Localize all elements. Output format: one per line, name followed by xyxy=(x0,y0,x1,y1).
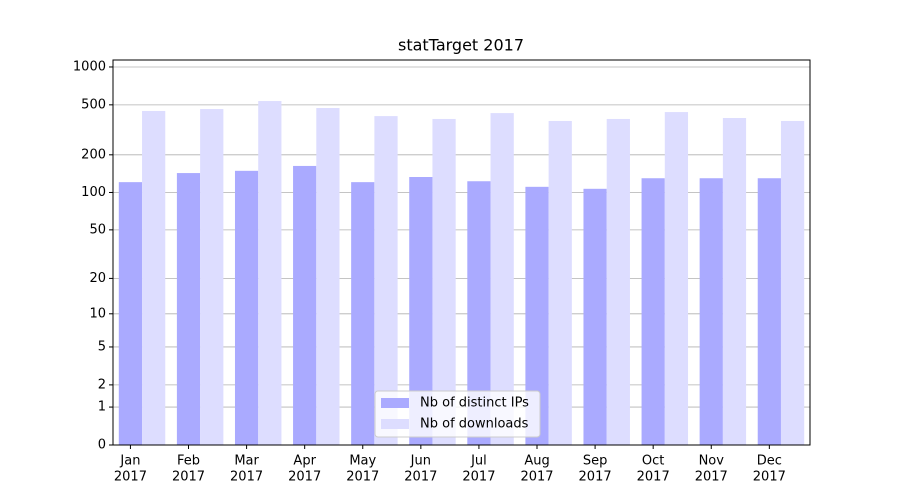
y-tick-label: 0 xyxy=(98,438,106,453)
y-tick-label: 10 xyxy=(89,306,106,321)
y-tick-label: 500 xyxy=(81,97,106,112)
bar xyxy=(490,113,514,445)
legend-label: Nb of distinct IPs xyxy=(420,396,529,411)
bar xyxy=(351,182,375,445)
legend-swatch xyxy=(381,398,409,408)
x-tick-label: Mar xyxy=(234,454,259,469)
legend-box xyxy=(374,390,541,438)
bar xyxy=(409,177,433,446)
bar xyxy=(722,117,747,445)
y-tick-label: 5 xyxy=(98,339,106,354)
y-tick-label: 20 xyxy=(89,271,106,286)
x-tick-label: Apr xyxy=(293,454,316,469)
x-tick-label: Nov xyxy=(699,454,725,469)
y-tick-label: 50 xyxy=(89,222,106,237)
x-tick-label: 2017 xyxy=(695,470,728,485)
x-tick-label: Jan xyxy=(119,454,140,469)
legend: Nb of distinct IPs Nb of downloads xyxy=(374,390,541,438)
bar xyxy=(664,112,689,445)
bar xyxy=(234,170,259,446)
bar xyxy=(293,165,317,445)
y-tick-label: 100 xyxy=(81,185,106,200)
y-tick-label: 1 xyxy=(98,400,106,415)
bar xyxy=(258,101,282,446)
x-tick-label: May xyxy=(349,454,376,469)
bar xyxy=(780,120,805,445)
x-tick-label: Dec xyxy=(757,454,782,469)
bar xyxy=(432,118,456,446)
bar xyxy=(641,178,665,445)
bar xyxy=(606,118,630,446)
x-tick-label: 2017 xyxy=(520,470,553,485)
x-tick-label: Jun xyxy=(410,454,431,469)
legend-swatch xyxy=(381,419,409,429)
bar xyxy=(757,178,781,445)
x-tick-label: 2017 xyxy=(753,470,786,485)
plot-frame xyxy=(112,59,811,446)
x-tick-label: 2017 xyxy=(172,470,205,485)
grid xyxy=(113,66,810,446)
x-tick-label: 2017 xyxy=(346,470,379,485)
bar xyxy=(374,116,398,445)
x-tick-label: Sep xyxy=(583,454,608,469)
bar xyxy=(176,173,201,445)
x-tick-label: 2017 xyxy=(114,470,147,485)
legend-label: Nb of downloads xyxy=(420,417,529,432)
y-tick-label: 200 xyxy=(81,147,106,162)
x-tick-label: Oct xyxy=(642,454,664,469)
bar xyxy=(467,181,491,445)
chart-title: statTarget 2017 xyxy=(398,36,524,55)
x-tick-label: 2017 xyxy=(462,470,495,485)
x-tick-label: 2017 xyxy=(404,470,437,485)
y-tick-label: 1000 xyxy=(73,59,106,74)
bar xyxy=(200,109,224,446)
x-tick-label: 2017 xyxy=(579,470,612,485)
x-tick-label: 2017 xyxy=(288,470,321,485)
bar xyxy=(699,178,723,445)
x-tick-label: 2017 xyxy=(637,470,670,485)
bar xyxy=(142,110,166,446)
x-tick-label: Jul xyxy=(470,454,487,469)
x-tick-label: Aug xyxy=(524,454,549,469)
bar xyxy=(316,107,340,445)
x-tick-label: Feb xyxy=(177,454,200,469)
x-tick-label: 2017 xyxy=(230,470,263,485)
bar xyxy=(548,120,572,445)
bar xyxy=(118,182,143,445)
y-tick-label: 2 xyxy=(98,377,106,392)
bar xyxy=(525,186,549,445)
bar xyxy=(583,188,607,445)
